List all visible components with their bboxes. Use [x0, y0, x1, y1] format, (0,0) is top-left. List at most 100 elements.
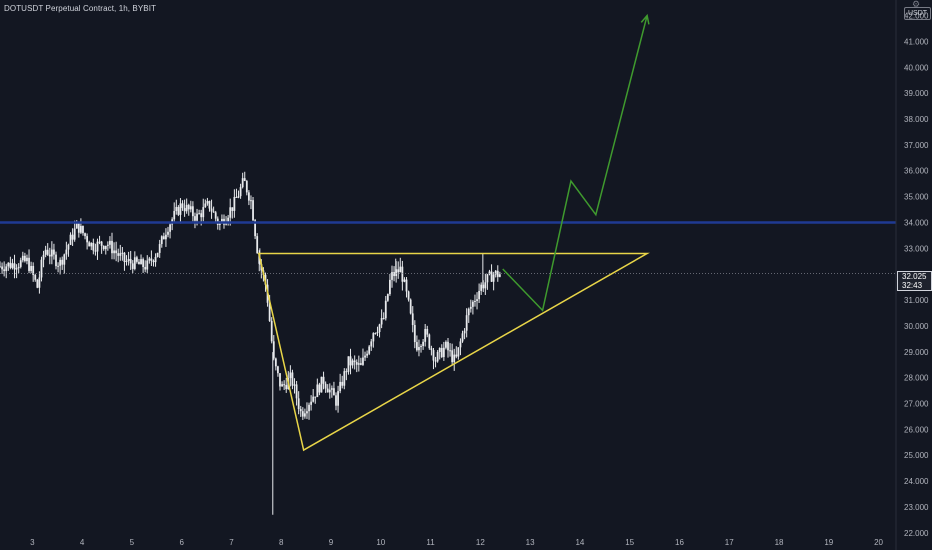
candle-body	[440, 348, 443, 358]
candle-body	[34, 274, 37, 280]
candle-body	[88, 242, 91, 247]
candle-body	[152, 260, 155, 263]
candle-body	[233, 196, 236, 211]
candle-body	[353, 360, 356, 363]
candle-body	[9, 262, 12, 268]
candle-body	[106, 244, 109, 246]
candle-body	[442, 347, 445, 358]
candle-body	[144, 266, 147, 270]
candle-body	[183, 207, 186, 212]
y-tick-label: 36.000	[904, 167, 929, 176]
candle-body	[123, 252, 126, 263]
candle-body	[117, 253, 120, 256]
x-tick-label: 19	[824, 538, 833, 547]
candle-body	[231, 207, 234, 211]
candle-body	[243, 178, 246, 182]
x-tick-label: 5	[130, 538, 135, 547]
candle-body	[61, 259, 64, 265]
candle-body	[53, 249, 55, 255]
x-tick-label: 13	[526, 538, 535, 547]
candle-body	[295, 384, 298, 399]
candle-body	[198, 213, 201, 215]
y-tick-label: 38.000	[904, 115, 929, 124]
candle-body	[227, 217, 230, 222]
y-tick-label: 25.000	[904, 451, 929, 460]
candle-body	[67, 244, 70, 250]
candle-body	[314, 396, 317, 398]
time-axis[interactable]: 3 4 5 6 7 8 9 10 11 12 13 14 15 16 17 18 19 20	[30, 538, 883, 547]
candle-body	[28, 257, 30, 271]
candle-body	[320, 376, 323, 393]
candle-body	[322, 376, 325, 384]
candle-body	[330, 388, 333, 390]
candle-body	[277, 366, 279, 374]
candle-body	[48, 254, 51, 257]
x-tick-label: 15	[625, 538, 634, 547]
candle-body	[247, 192, 250, 201]
y-tick-label: 31.000	[904, 296, 929, 305]
candle-body	[79, 225, 82, 233]
candle-body	[465, 315, 468, 331]
candle-body	[113, 250, 115, 254]
candle-body	[478, 290, 481, 300]
candle-body	[98, 241, 101, 243]
candle-body	[380, 318, 383, 325]
y-tick-label: 27.000	[904, 400, 929, 409]
x-tick-label: 14	[575, 538, 584, 547]
x-tick-label: 8	[279, 538, 284, 547]
candle-body	[459, 341, 462, 348]
candle-body	[73, 228, 76, 240]
candle-body	[146, 260, 149, 270]
candle-body	[210, 208, 213, 212]
candle-body	[399, 266, 402, 273]
candle-body	[463, 330, 466, 334]
gear-icon[interactable]: ⚙	[911, 0, 921, 9]
candle-body	[457, 347, 460, 357]
candle-body	[382, 318, 385, 320]
x-tick-label: 4	[80, 538, 85, 547]
candle-body	[150, 258, 153, 261]
candle-body	[214, 212, 217, 219]
candle-body	[92, 242, 95, 251]
candle-body	[403, 279, 406, 282]
y-tick-label: 41.000	[904, 37, 929, 46]
candle-body	[428, 334, 431, 349]
candle-body	[40, 259, 43, 278]
candle-body	[301, 411, 304, 417]
candle-body	[372, 333, 375, 342]
candle-body	[469, 306, 472, 309]
candle-body	[237, 196, 240, 198]
candle-body	[121, 252, 124, 254]
price-axis[interactable]: 22.000 23.000 24.000 25.000 26.000 27.000 28.0…	[904, 12, 929, 538]
currency-badge[interactable]: USDT	[904, 7, 932, 20]
candle-body	[492, 274, 495, 282]
candle-body	[42, 254, 45, 260]
candle-body	[426, 329, 429, 335]
x-tick-label: 10	[376, 538, 385, 547]
candle-body	[177, 206, 180, 215]
candle-body	[498, 274, 501, 277]
candle-body	[285, 385, 288, 390]
candle-body	[252, 200, 254, 221]
candle-body	[279, 373, 281, 387]
candle-body	[187, 204, 190, 210]
candle-body	[50, 249, 53, 257]
current-price-tag: 32.025 32:43	[897, 271, 932, 291]
candles	[0, 171, 501, 515]
candle-body	[140, 259, 142, 265]
candle-body	[156, 252, 159, 257]
candle-body	[490, 271, 493, 282]
candle-body	[449, 350, 451, 352]
candle-body	[324, 383, 327, 389]
candle-body	[82, 225, 84, 234]
candle-body	[21, 255, 24, 261]
y-tick-label: 40.000	[904, 63, 929, 72]
candle-body	[341, 381, 344, 386]
candle-body	[71, 234, 74, 240]
candle-body	[289, 372, 292, 379]
candle-body	[415, 342, 418, 351]
candle-body	[345, 371, 348, 373]
candle-body	[125, 261, 128, 263]
candle-body	[471, 301, 474, 307]
